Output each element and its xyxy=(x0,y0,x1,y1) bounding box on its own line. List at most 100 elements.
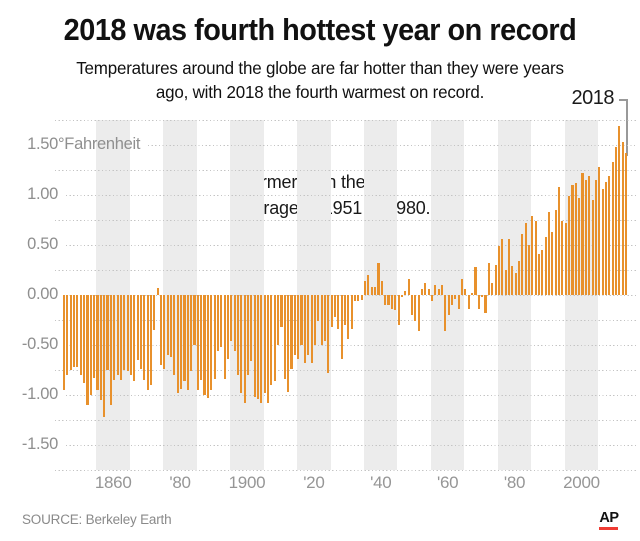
data-bar xyxy=(109,295,112,405)
data-bar xyxy=(243,295,246,403)
data-bar xyxy=(176,295,179,393)
data-bar xyxy=(186,295,189,390)
data-bar xyxy=(457,295,460,309)
y-axis-label: -1.00 xyxy=(21,385,58,403)
data-bar xyxy=(277,295,280,345)
data-bar xyxy=(571,185,574,295)
data-bar xyxy=(414,295,417,321)
data-bar xyxy=(79,295,82,375)
subtitle-line-2: ago, with 2018 the fourth warmest on rec… xyxy=(155,81,485,102)
data-bar xyxy=(524,223,527,295)
gridline xyxy=(55,370,636,371)
data-bar xyxy=(340,295,343,359)
data-bar xyxy=(357,295,360,301)
data-bar xyxy=(170,295,173,357)
data-bar xyxy=(129,295,132,375)
source-credit: SOURCE: Berkeley Earth xyxy=(22,512,172,527)
data-bar xyxy=(200,295,203,380)
data-bar xyxy=(370,287,373,295)
y-axis-label: 1.00 xyxy=(27,185,58,203)
x-axis-label: '20 xyxy=(303,473,325,492)
data-bar xyxy=(230,295,233,341)
y-axis-label: 0.50 xyxy=(27,235,58,253)
x-axis-label: 1860 xyxy=(94,473,132,492)
data-bar xyxy=(427,289,430,295)
data-bar xyxy=(417,295,420,331)
data-bar xyxy=(544,237,547,295)
data-bar xyxy=(554,210,557,295)
y-axis-label: -1.50 xyxy=(21,435,58,453)
data-bar xyxy=(588,176,591,295)
data-bar xyxy=(280,295,283,327)
data-bar xyxy=(377,263,380,295)
data-bar xyxy=(374,287,377,295)
data-bar xyxy=(246,295,250,375)
data-bar xyxy=(69,295,72,370)
data-bar xyxy=(534,221,537,295)
data-bar xyxy=(337,295,340,329)
data-bar xyxy=(618,126,621,295)
data-bar xyxy=(598,167,601,295)
callout-bracket-horizontal xyxy=(619,99,628,101)
data-bar xyxy=(73,295,76,367)
data-bar xyxy=(183,295,186,381)
data-bar xyxy=(287,295,290,392)
data-bar xyxy=(323,295,326,341)
data-bar xyxy=(437,289,440,295)
ap-logo: AP xyxy=(599,510,619,526)
data-bar xyxy=(561,221,564,295)
data-bar xyxy=(430,295,434,301)
data-bar xyxy=(123,295,126,370)
data-bar xyxy=(156,288,159,295)
data-bar xyxy=(548,212,551,295)
data-bar xyxy=(461,279,464,295)
data-bar xyxy=(531,216,534,295)
data-bar xyxy=(400,295,403,297)
data-bar xyxy=(240,295,243,393)
data-bar xyxy=(267,295,270,403)
data-bar xyxy=(270,295,273,385)
data-bar xyxy=(103,295,106,417)
gridline xyxy=(66,245,636,246)
data-bar xyxy=(484,295,487,313)
data-bar xyxy=(424,283,427,295)
x-axis-label: 1900 xyxy=(228,473,266,492)
data-bar xyxy=(367,275,370,295)
data-bar xyxy=(608,176,611,295)
data-bar xyxy=(320,295,323,345)
data-bar xyxy=(471,293,474,295)
data-bar xyxy=(397,295,400,325)
x-axis-label: '80 xyxy=(503,473,526,492)
data-bar xyxy=(313,295,316,345)
data-bar xyxy=(504,270,507,295)
data-bar xyxy=(190,295,193,371)
data-bar xyxy=(83,295,86,383)
data-bar xyxy=(601,189,604,295)
data-bar xyxy=(113,295,116,380)
gridline xyxy=(55,470,636,471)
gridline xyxy=(148,145,636,146)
data-bar xyxy=(464,289,467,295)
page-title: 2018 was fourth hottest year on record xyxy=(63,12,577,47)
data-bar xyxy=(390,295,393,309)
data-bar xyxy=(203,295,206,395)
subtitle-line-1: Temperatures around the globe are far ho… xyxy=(76,58,564,78)
data-bar xyxy=(166,295,169,355)
data-bar xyxy=(440,285,444,295)
gridline xyxy=(66,195,636,196)
data-bar xyxy=(444,295,447,331)
data-bar xyxy=(220,295,223,347)
x-axis-label: 2000 xyxy=(563,473,600,492)
data-bar xyxy=(574,183,577,295)
data-bar xyxy=(451,295,454,305)
data-bar xyxy=(173,295,176,375)
data-bar xyxy=(581,173,584,295)
data-bar xyxy=(474,267,477,295)
data-bar xyxy=(497,246,500,295)
gridline xyxy=(55,420,636,421)
gridline xyxy=(66,345,636,346)
y-axis-label: -0.50 xyxy=(21,335,58,353)
data-bar xyxy=(407,279,410,295)
data-bar xyxy=(327,295,330,373)
data-bar xyxy=(116,295,119,375)
